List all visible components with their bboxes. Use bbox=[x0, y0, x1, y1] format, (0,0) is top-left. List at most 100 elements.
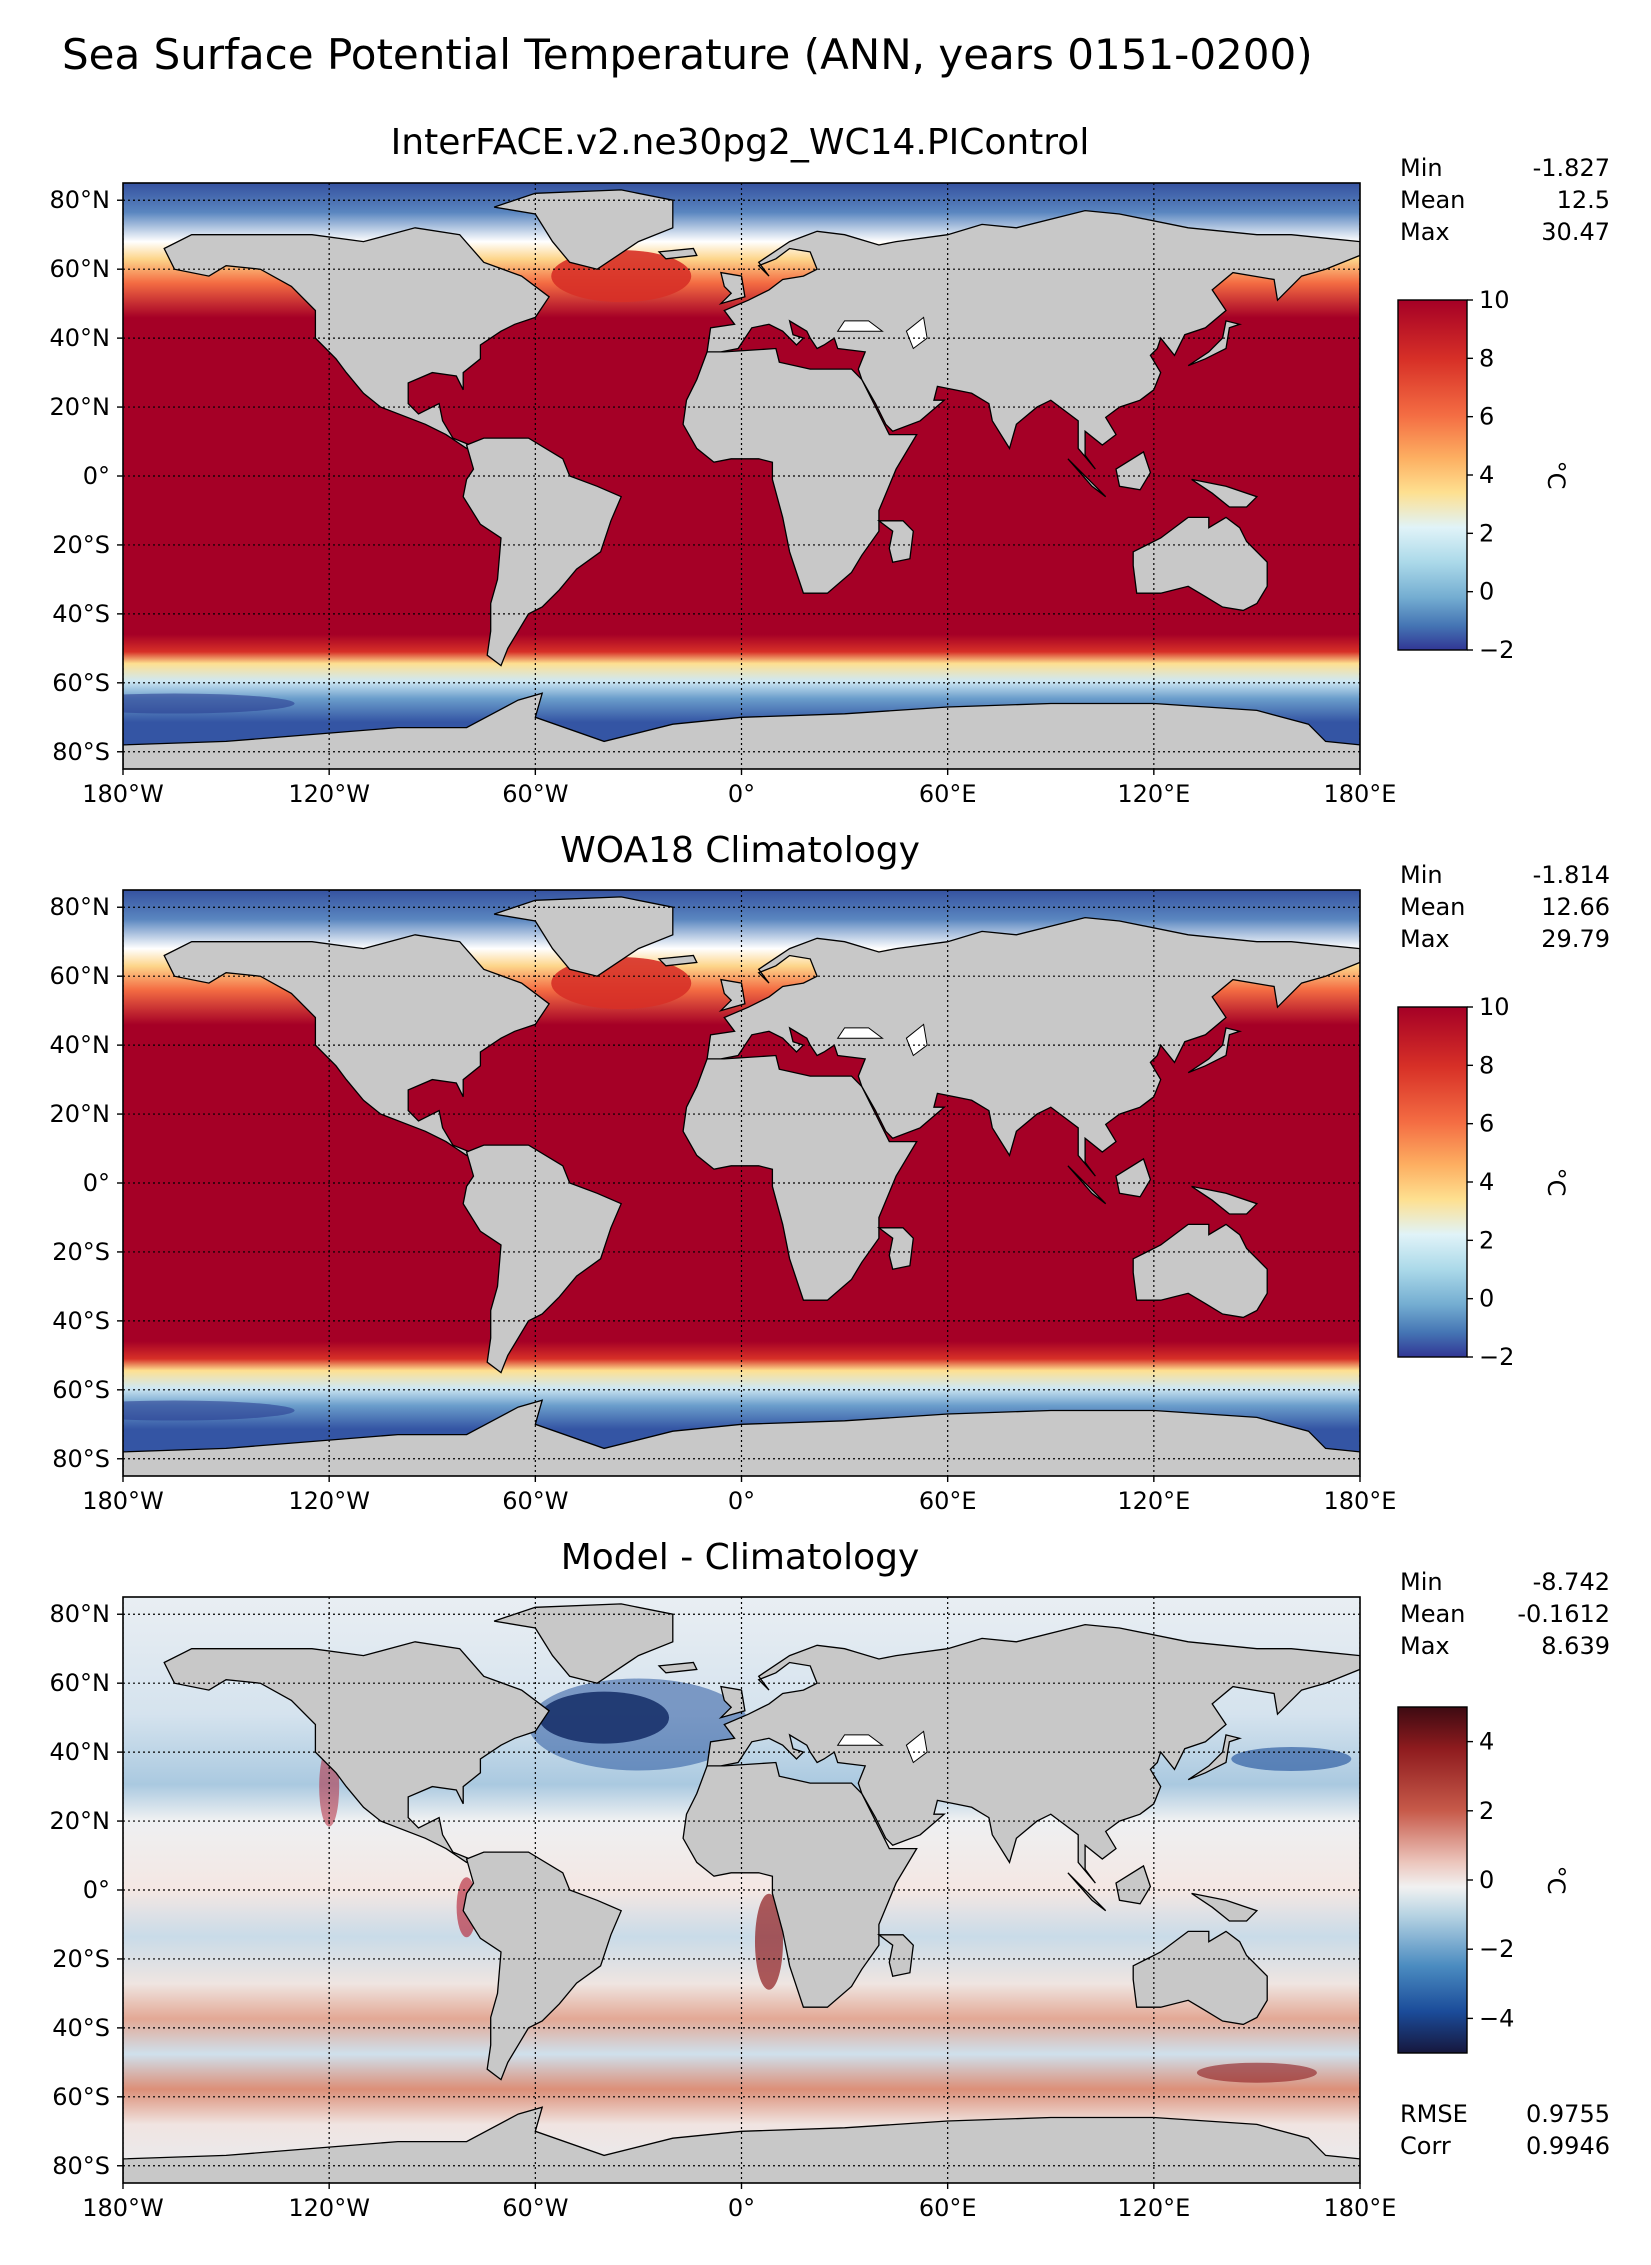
panel-2-title: WOA18 Climatology bbox=[560, 830, 920, 871]
x-tick-label: 120°W bbox=[288, 2194, 370, 2222]
x-tick-label: 60°W bbox=[502, 780, 568, 808]
figure-title: Sea Surface Potential Temperature (ANN, … bbox=[62, 30, 1313, 79]
colorbar-tick-label: 0 bbox=[1479, 578, 1494, 606]
stat-value: 8.639 bbox=[1541, 1632, 1610, 1660]
colorbar-tick-label: 6 bbox=[1479, 1110, 1494, 1138]
map-panel-3: 180°W 120°W 60°W 0° 60°E 120°E 180°E80°N60°N40… bbox=[50, 1596, 1570, 2222]
land-polygon bbox=[876, 1227, 914, 1270]
land-polygon bbox=[493, 189, 674, 270]
colorbar-ramp bbox=[1397, 1006, 1468, 1358]
land-polygon bbox=[493, 896, 674, 977]
southern-ocean-cold bbox=[123, 693, 295, 714]
y-tick-label: 80°S bbox=[52, 2152, 110, 2180]
land-polygon bbox=[657, 247, 698, 260]
y-tick-label: 20°N bbox=[50, 393, 111, 421]
y-tick-label: 80°N bbox=[50, 186, 111, 214]
inland-water-polygon bbox=[905, 316, 928, 350]
land-polygon bbox=[123, 692, 1360, 769]
land-polygon bbox=[1115, 1157, 1152, 1198]
map-panel-1: 180°W 120°W 60°W 0° 60°E 120°E 180°E80°N60°N40… bbox=[50, 182, 1570, 808]
colorbar-units: °C bbox=[1542, 1866, 1570, 1895]
kuroshio-cold-bias bbox=[1231, 1747, 1352, 1772]
inland-water-polygon bbox=[836, 1027, 884, 1039]
y-tick-label: 40°S bbox=[52, 2014, 110, 2042]
x-tick-label: 180°W bbox=[82, 1487, 164, 1515]
colorbar-tick-label: 8 bbox=[1479, 344, 1494, 372]
panel-3-extra-stats: RMSE 0.9755 Corr 0.9946 bbox=[1400, 2098, 1610, 2162]
stat-label: Mean bbox=[1400, 186, 1466, 214]
colorbar-tick-label: 4 bbox=[1479, 461, 1494, 489]
panel-1-stats: Min -1.827 Mean 12.5 Max 30.47 bbox=[1400, 152, 1610, 248]
land-polygon bbox=[1187, 1734, 1243, 1781]
y-tick-label: 40°N bbox=[50, 1738, 111, 1766]
y-tick-label: 20°S bbox=[52, 1238, 110, 1266]
map-panel-2: 180°W 120°W 60°W 0° 60°E 120°E 180°E80°N60°N40… bbox=[50, 889, 1570, 1515]
land-polygon bbox=[462, 1144, 623, 1374]
x-tick-label: 120°E bbox=[1117, 1487, 1190, 1515]
colorbar-units: °C bbox=[1542, 1168, 1570, 1197]
y-tick-label: 60°N bbox=[50, 255, 111, 283]
x-tick-label: 60°W bbox=[502, 2194, 568, 2222]
colorbar-tick-label: 2 bbox=[1479, 519, 1494, 547]
land-polygon bbox=[1191, 1892, 1259, 1922]
y-tick-label: 20°S bbox=[52, 531, 110, 559]
stat-label: Max bbox=[1400, 1632, 1450, 1660]
land-polygon bbox=[876, 520, 914, 563]
land-polygon bbox=[462, 1851, 623, 2081]
y-tick-label: 60°N bbox=[50, 1669, 111, 1697]
y-tick-label: 40°N bbox=[50, 324, 111, 352]
stat-label: Max bbox=[1400, 218, 1450, 246]
x-tick-label: 180°W bbox=[82, 780, 164, 808]
stat-label: Max bbox=[1400, 925, 1450, 953]
x-tick-label: 60°E bbox=[919, 780, 977, 808]
colorbar-tick-label: −2 bbox=[1479, 1935, 1514, 1963]
x-tick-label: 0° bbox=[728, 1487, 755, 1515]
land-polygon bbox=[1132, 1930, 1268, 2026]
x-tick-label: 0° bbox=[728, 780, 755, 808]
colorbar-tick-label: 2 bbox=[1479, 1797, 1494, 1825]
colorbar-tick-label: −2 bbox=[1479, 1343, 1514, 1371]
x-tick-label: 120°W bbox=[288, 780, 370, 808]
inland-water-polygon bbox=[905, 1023, 928, 1057]
stat-value: 30.47 bbox=[1541, 218, 1610, 246]
x-tick-label: 60°W bbox=[502, 1487, 568, 1515]
colorbar: 10 8 6 4 2 0 −2 °C bbox=[1397, 286, 1570, 664]
stat-value: 0.9755 bbox=[1526, 2100, 1610, 2128]
y-tick-label: 80°N bbox=[50, 1600, 111, 1628]
stat-value: 29.79 bbox=[1541, 925, 1610, 953]
stat-value: 12.66 bbox=[1541, 893, 1610, 921]
y-tick-label: 60°S bbox=[52, 1376, 110, 1404]
land-polygon bbox=[657, 954, 698, 967]
y-tick-label: 20°N bbox=[50, 1100, 111, 1128]
x-tick-label: 120°E bbox=[1117, 2194, 1190, 2222]
colorbar-tick-label: 6 bbox=[1479, 403, 1494, 431]
stat-value: 12.5 bbox=[1556, 186, 1610, 214]
y-tick-label: 40°N bbox=[50, 1031, 111, 1059]
panel-1-title: InterFACE.v2.ne30pg2_WC14.PIControl bbox=[390, 122, 1090, 163]
land-polygon bbox=[1191, 1185, 1259, 1215]
stat-label: Min bbox=[1400, 861, 1443, 889]
land-polygon bbox=[1191, 478, 1259, 508]
land-polygon bbox=[876, 1934, 914, 1977]
stat-value: -8.742 bbox=[1532, 1568, 1610, 1596]
land-polygon bbox=[1132, 1223, 1268, 1319]
colorbar: 4 2 0 −2 −4 °C bbox=[1397, 1706, 1570, 2054]
stat-label: Corr bbox=[1400, 2132, 1451, 2160]
panel-3-stats: Min -8.742 Mean -0.1612 Max 8.639 bbox=[1400, 1566, 1610, 1662]
colorbar-units: °C bbox=[1542, 461, 1570, 490]
y-tick-label: 40°S bbox=[52, 600, 110, 628]
y-tick-label: 20°S bbox=[52, 1945, 110, 1973]
colorbar-tick-label: 8 bbox=[1479, 1051, 1494, 1079]
land-polygon bbox=[163, 934, 550, 1157]
stat-value: -0.1612 bbox=[1517, 1600, 1610, 1628]
x-tick-label: 180°W bbox=[82, 2194, 164, 2222]
colorbar-ramp bbox=[1397, 1706, 1468, 2054]
x-tick-label: 60°E bbox=[919, 1487, 977, 1515]
land-polygon bbox=[1115, 1864, 1152, 1905]
colorbar-tick-label: 0 bbox=[1479, 1285, 1494, 1313]
colorbar-tick-label: 10 bbox=[1479, 993, 1510, 1021]
land-polygon bbox=[1067, 1165, 1107, 1205]
x-tick-label: 120°W bbox=[288, 1487, 370, 1515]
inland-water-polygon bbox=[836, 320, 884, 332]
x-tick-label: 0° bbox=[728, 2194, 755, 2222]
